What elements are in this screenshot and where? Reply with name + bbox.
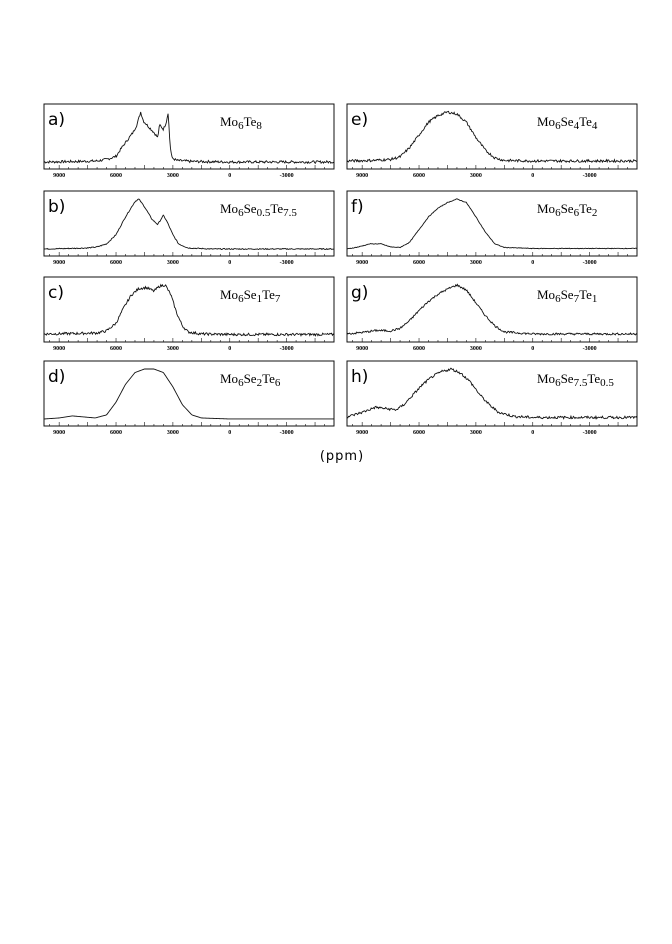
x-tick-label: 3000 xyxy=(167,260,179,266)
spectrum-panel-c: 9000 6000 3000 0 -3000 c) Mo6Se1Te7 xyxy=(43,276,335,352)
spectrum-panel-b: 9000 6000 3000 0 -3000 b) Mo6Se0.5Te7.5 xyxy=(43,190,335,266)
x-tick-label: 3000 xyxy=(167,173,179,179)
spectrum-panel-h: 9000 6000 3000 0 -3000 h) Mo6Se7.5Te0.5 xyxy=(346,360,638,436)
spectrum-panel-g: 9000 6000 3000 0 -3000 g) Mo6Se7Te1 xyxy=(346,276,638,352)
x-tick-label: 6000 xyxy=(110,173,122,179)
x-tick-label: 0 xyxy=(531,173,534,179)
x-tick-label: 9000 xyxy=(356,260,368,266)
x-tick-label: 3000 xyxy=(167,346,179,352)
spectrum-line xyxy=(346,367,638,420)
spectrum-panel-f: 9000 6000 3000 0 -3000 f) Mo6Se6Te2 xyxy=(346,190,638,266)
x-tick-label: -3000 xyxy=(583,346,597,352)
x-tick-label: 6000 xyxy=(413,346,425,352)
x-tick-label: 9000 xyxy=(356,173,368,179)
x-tick-label: 6000 xyxy=(110,260,122,266)
x-tick-label: 6000 xyxy=(413,173,425,179)
panel-letter: h) xyxy=(351,367,368,387)
panel-letter: d) xyxy=(48,367,65,387)
x-tick-label: 9000 xyxy=(53,430,65,436)
compound-formula: Mo6Se2Te6 xyxy=(220,371,281,389)
x-tick-label: 0 xyxy=(228,346,231,352)
x-tick-label: 9000 xyxy=(53,260,65,266)
panel-letter: b) xyxy=(48,197,65,217)
x-tick-label: 3000 xyxy=(470,260,482,266)
panel-letter: f) xyxy=(351,197,364,217)
x-tick-label: 9000 xyxy=(53,346,65,352)
compound-formula: Mo6Se0.5Te7.5 xyxy=(220,201,297,219)
compound-formula: Mo6Te8 xyxy=(220,114,262,132)
panel-frame xyxy=(43,103,335,170)
x-tick-label: 0 xyxy=(531,346,534,352)
spectrum-line xyxy=(43,368,334,420)
x-tick-label: -3000 xyxy=(280,260,294,266)
panel-letter: a) xyxy=(48,110,65,130)
x-tick-label: 6000 xyxy=(110,430,122,436)
panel-frame xyxy=(346,360,638,427)
x-tick-label: 6000 xyxy=(413,430,425,436)
spectrum-panel-a: 9000 6000 3000 0 -3000 a) Mo6Te8 xyxy=(43,103,335,179)
x-tick-label: 9000 xyxy=(53,173,65,179)
compound-formula: Mo6Se7.5Te0.5 xyxy=(537,371,614,389)
x-tick-label: 3000 xyxy=(470,430,482,436)
panel-frame xyxy=(346,276,638,343)
x-tick-label: 6000 xyxy=(413,260,425,266)
x-tick-label: 6000 xyxy=(110,346,122,352)
spectrum-line xyxy=(43,111,335,165)
spectrum-line xyxy=(346,110,638,164)
panel-letter: g) xyxy=(351,283,368,303)
x-tick-label: 0 xyxy=(531,260,534,266)
x-tick-label: -3000 xyxy=(583,260,597,266)
spectrum-panel-d: 9000 6000 3000 0 -3000 d) Mo6Se2Te6 xyxy=(43,360,335,436)
x-tick-label: 9000 xyxy=(356,346,368,352)
x-tick-label: 3000 xyxy=(470,173,482,179)
compound-formula: Mo6Se6Te2 xyxy=(537,201,597,219)
compound-formula: Mo6Se7Te1 xyxy=(537,287,597,305)
x-tick-label: 0 xyxy=(228,260,231,266)
x-tick-label: 3000 xyxy=(470,346,482,352)
spectrum-line xyxy=(346,198,638,250)
x-tick-label: -3000 xyxy=(280,346,294,352)
panel-frame xyxy=(346,103,638,170)
x-axis-unit-label: (ppm) xyxy=(320,449,364,464)
panel-frame xyxy=(43,360,335,427)
x-tick-label: -3000 xyxy=(583,173,597,179)
x-tick-label: 0 xyxy=(228,173,231,179)
panel-frame xyxy=(43,276,335,343)
panel-letter: e) xyxy=(351,110,368,130)
x-tick-label: 9000 xyxy=(356,430,368,436)
compound-formula: Mo6Se1Te7 xyxy=(220,287,281,305)
spectrum-line xyxy=(43,198,335,251)
x-tick-label: 0 xyxy=(228,430,231,436)
spectrum-line xyxy=(43,283,335,337)
panel-frame xyxy=(346,190,638,257)
x-tick-label: 0 xyxy=(531,430,534,436)
panel-frame xyxy=(43,190,335,257)
x-tick-label: -3000 xyxy=(280,173,294,179)
compound-formula: Mo6Se4Te4 xyxy=(537,114,598,132)
x-tick-label: 3000 xyxy=(167,430,179,436)
panel-letter: c) xyxy=(48,283,64,303)
x-tick-label: -3000 xyxy=(583,430,597,436)
spectrum-panel-e: 9000 6000 3000 0 -3000 e) Mo6Se4Te4 xyxy=(346,103,638,179)
spectrum-line xyxy=(346,283,638,336)
x-tick-label: -3000 xyxy=(280,430,294,436)
